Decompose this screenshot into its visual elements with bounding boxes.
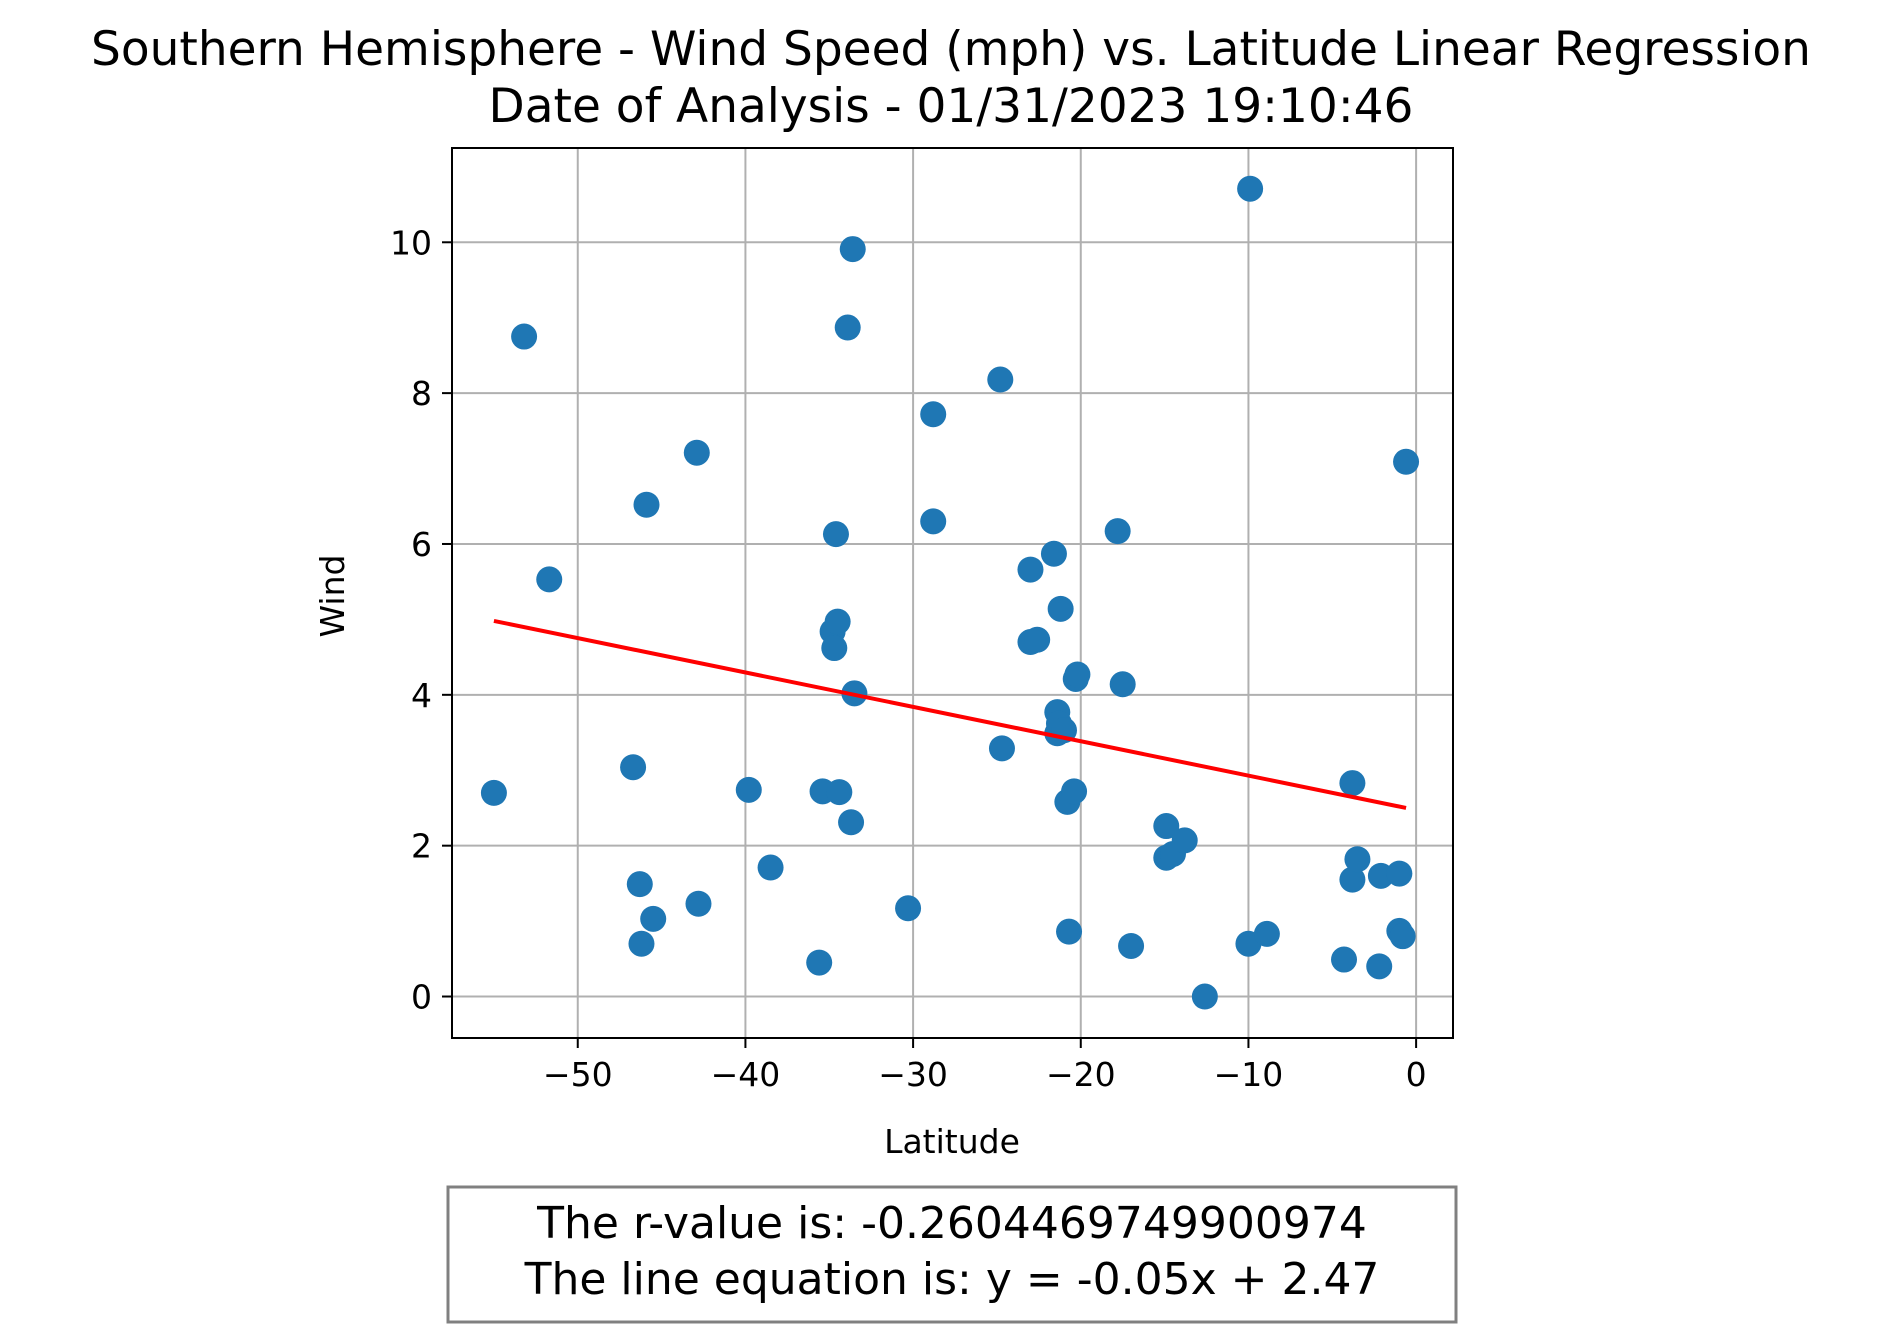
data-point: [480, 779, 507, 806]
data-point: [1047, 595, 1074, 622]
y-tick-label: 0: [411, 978, 432, 1017]
x-tick-label: −40: [711, 1055, 781, 1094]
data-point: [1040, 540, 1067, 567]
stats-box-frame: [446, 1185, 1458, 1324]
x-tick-label: 0: [1406, 1055, 1427, 1094]
data-point: [735, 776, 762, 803]
stats-box: The r-value is: -0.2604469749900974 The …: [446, 1185, 1458, 1324]
data-point: [640, 905, 667, 932]
data-point: [1344, 846, 1371, 873]
data-point: [987, 366, 1014, 393]
axis-ticks: −50 −40 −30 −20 −10 0 0 2 4 6 8 10: [390, 223, 1427, 1094]
data-point: [1237, 175, 1264, 202]
scatter-points: [480, 175, 1420, 1010]
data-point: [920, 508, 947, 535]
data-point: [826, 779, 853, 806]
data-point: [839, 236, 866, 263]
data-point: [1109, 671, 1136, 698]
data-point: [1056, 918, 1083, 945]
data-point: [1017, 556, 1044, 583]
y-tick-label: 4: [411, 676, 432, 715]
chart-subtitle: Date of Analysis - 01/31/2023 19:10:46: [489, 79, 1414, 134]
data-point: [757, 854, 784, 881]
y-axis-label: Wind: [313, 555, 352, 638]
data-point: [1366, 953, 1393, 980]
data-point: [1389, 923, 1416, 950]
data-point: [988, 735, 1015, 762]
data-point: [1393, 448, 1420, 475]
x-axis-label: Latitude: [884, 1122, 1020, 1161]
data-point: [822, 521, 849, 548]
data-point: [1024, 626, 1051, 653]
data-point: [1061, 778, 1088, 805]
data-point: [1331, 946, 1358, 973]
data-point: [895, 895, 922, 922]
data-point: [1386, 860, 1413, 887]
data-point: [620, 754, 647, 781]
data-point: [1253, 920, 1280, 947]
x-tick-label: −30: [878, 1055, 948, 1094]
data-point: [1191, 983, 1218, 1010]
data-point: [1118, 932, 1145, 959]
data-point: [838, 809, 865, 836]
data-point: [806, 949, 833, 976]
r-value-text: The r-value is: -0.2604469749900974: [536, 1198, 1367, 1249]
data-point: [824, 608, 851, 635]
x-tick-label: −20: [1046, 1055, 1116, 1094]
line-equation-text: The line equation is: y = -0.05x + 2.47: [524, 1254, 1380, 1305]
data-point: [633, 491, 660, 518]
data-point: [1339, 770, 1366, 797]
grid: [452, 148, 1453, 1038]
data-point: [628, 930, 655, 957]
x-tick-label: −10: [1214, 1055, 1284, 1094]
data-point: [536, 566, 563, 593]
data-point: [821, 635, 848, 662]
regression-line: [493, 618, 1407, 810]
data-point: [1153, 813, 1180, 840]
regression-line-layer: [493, 618, 1407, 810]
chart-title: Southern Hemisphere - Wind Speed (mph) v…: [91, 22, 1811, 77]
y-tick-label: 6: [411, 525, 432, 564]
y-tick-label: 10: [390, 223, 432, 262]
data-point: [626, 871, 653, 898]
plot-area-frame: [451, 147, 1454, 1039]
data-point: [1104, 518, 1131, 545]
data-point: [920, 401, 947, 428]
data-point: [511, 323, 538, 350]
y-tick-label: 8: [411, 374, 432, 413]
data-point: [1171, 827, 1198, 854]
y-tick-label: 2: [411, 827, 432, 866]
x-tick-label: −50: [543, 1055, 613, 1094]
data-point: [685, 890, 712, 917]
data-point: [683, 439, 710, 466]
data-point: [834, 314, 861, 341]
data-point: [1064, 661, 1091, 688]
data-point: [1339, 866, 1366, 893]
